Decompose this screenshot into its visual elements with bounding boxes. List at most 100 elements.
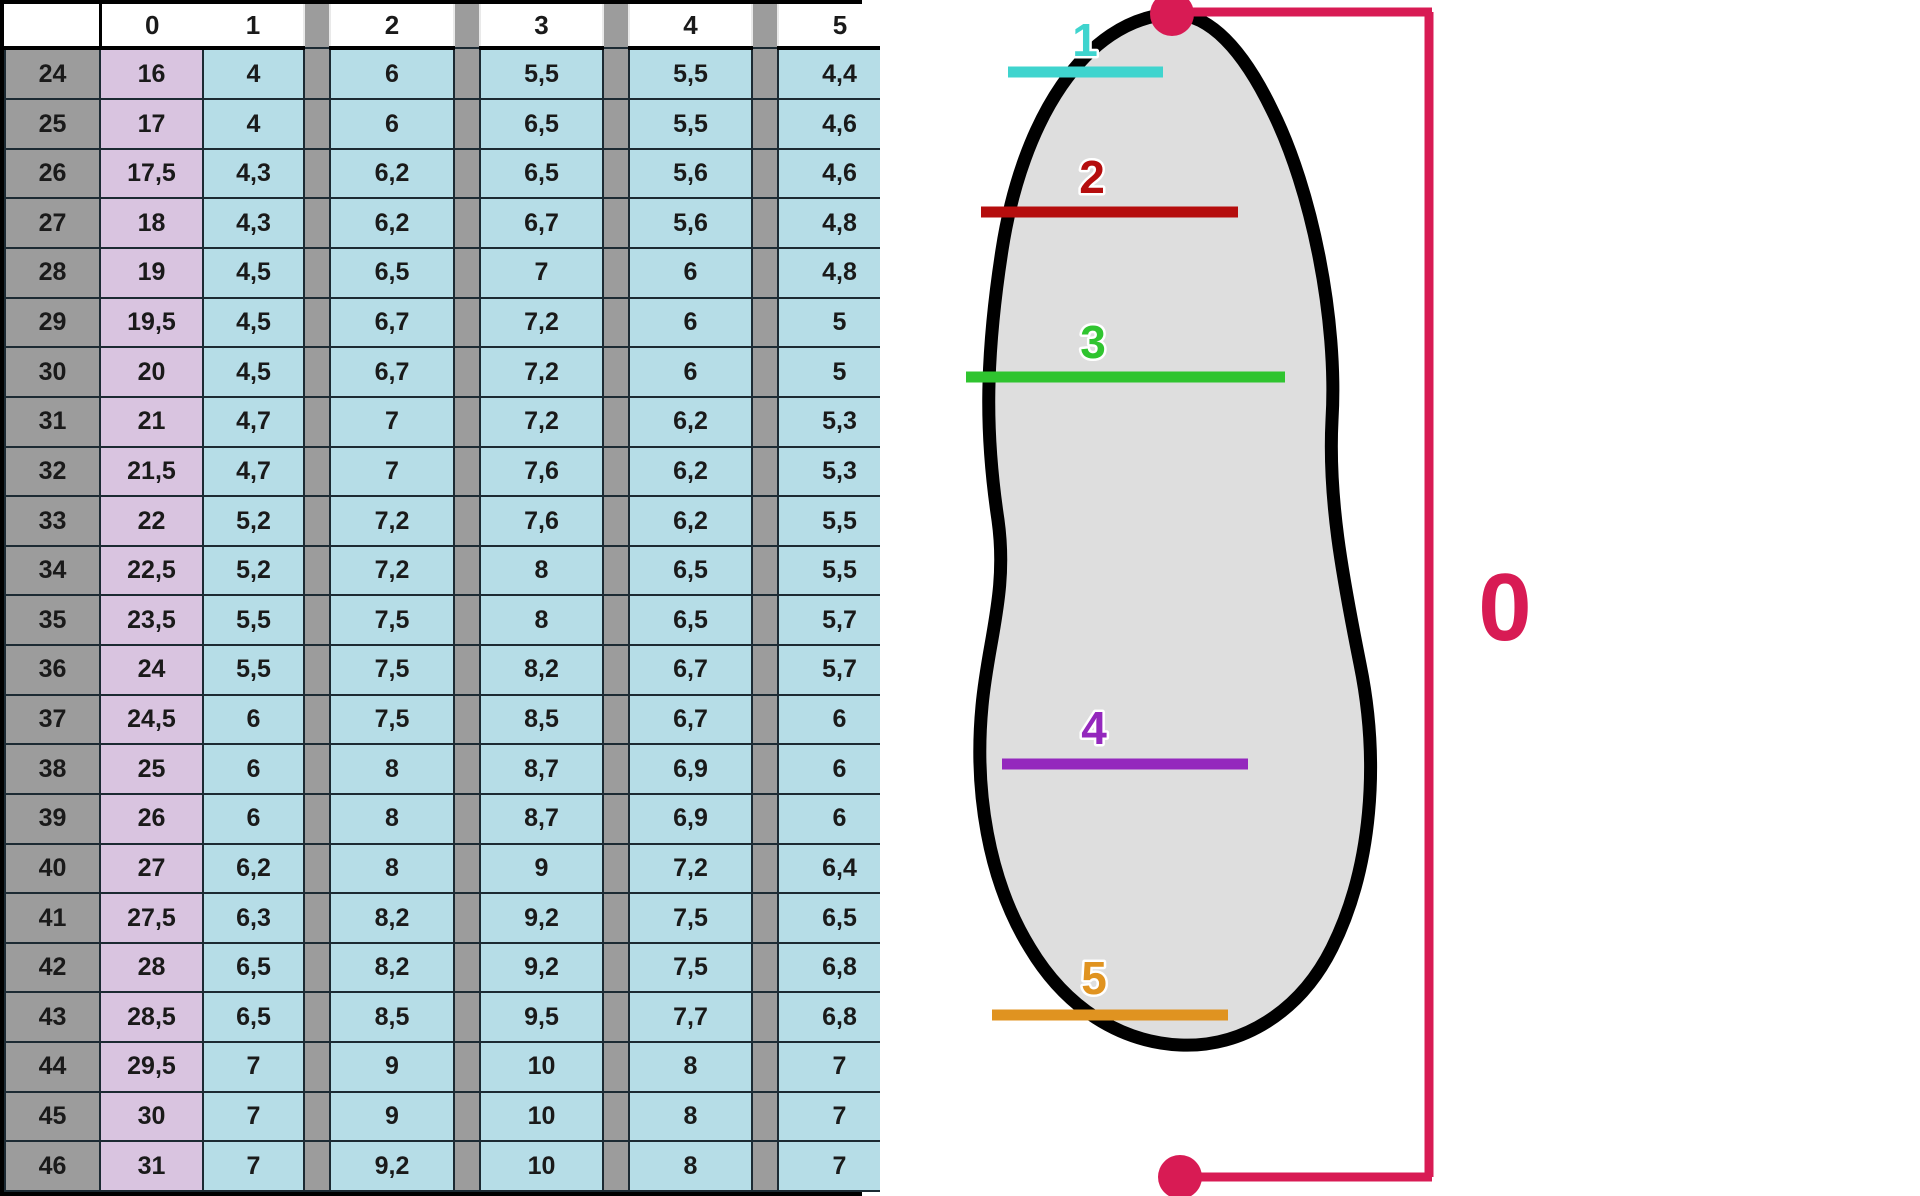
measurement-bracket-0	[1150, 0, 1434, 1196]
column-spacer-3	[602, 644, 630, 696]
column-spacer-2	[453, 46, 481, 101]
cell-col-3: 9,2	[479, 941, 604, 994]
cell-col-0: 24	[99, 644, 204, 696]
row-size-label: 44	[4, 1041, 101, 1093]
table-row: 26 17,5 4,3 6,2 6,5 5,6 4,6	[4, 147, 902, 200]
cell-col-3: 8	[479, 544, 604, 597]
cell-col-3: 7,6	[479, 445, 604, 498]
cell-col-1: 4	[202, 46, 305, 101]
column-spacer-1	[303, 197, 331, 250]
table-row: 30 20 4,5 6,7 7,2 6 5	[4, 346, 902, 398]
table-row: 38 25 6 8 8,7 6,9 6	[4, 743, 902, 795]
cell-col-3: 10	[479, 1090, 604, 1143]
cell-col-1: 4,5	[202, 346, 305, 398]
column-spacer-2	[453, 1090, 481, 1143]
column-spacer-4	[751, 395, 779, 448]
column-spacer-1	[303, 842, 331, 895]
cell-col-3: 10	[479, 1041, 604, 1093]
column-spacer-3	[602, 296, 630, 349]
cell-col-0: 17,5	[99, 147, 204, 200]
column-spacer-1	[303, 544, 331, 597]
table-row: 27 18 4,3 6,2 6,7 5,6 4,8	[4, 197, 902, 250]
column-spacer-1	[303, 1090, 331, 1143]
column-spacer-1	[303, 892, 331, 944]
cell-col-4: 7,7	[628, 991, 753, 1044]
column-spacer-3	[602, 1140, 630, 1192]
cell-col-3: 7,2	[479, 395, 604, 448]
column-spacer-3	[602, 693, 630, 746]
cell-col-5: 4,6	[777, 147, 902, 200]
column-spacer-3	[602, 247, 630, 299]
column-spacer-4	[751, 594, 779, 647]
table-row: 44 29,5 7 9 10 8 7	[4, 1041, 902, 1093]
cell-col-0: 26	[99, 792, 204, 845]
cell-col-4: 6,7	[628, 693, 753, 746]
cell-col-3: 8	[479, 594, 604, 647]
cell-col-2: 9	[329, 1041, 455, 1093]
row-size-label: 34	[4, 544, 101, 597]
cell-col-0: 21	[99, 395, 204, 448]
column-spacer-4	[751, 296, 779, 349]
cell-col-1: 5,5	[202, 594, 305, 647]
cell-col-2: 7,5	[329, 644, 455, 696]
measurement-label-4: 4	[1081, 702, 1107, 754]
cell-col-1: 7	[202, 1041, 305, 1093]
table-row: 36 24 5,5 7,5 8,2 6,7 5,7	[4, 644, 902, 696]
measurement-0-top-dot	[1150, 0, 1194, 36]
column-spacer-1	[303, 296, 331, 349]
cell-col-3: 6,5	[479, 98, 604, 150]
column-spacer-1	[303, 693, 331, 746]
cell-col-0: 25	[99, 743, 204, 795]
cell-col-1: 4,3	[202, 197, 305, 250]
column-spacer-2	[453, 346, 481, 398]
cell-col-1: 5,5	[202, 644, 305, 696]
row-size-label: 36	[4, 644, 101, 696]
cell-col-4: 6,9	[628, 792, 753, 845]
cell-col-2: 6,2	[329, 147, 455, 200]
column-spacer-3	[602, 395, 630, 448]
column-spacer-2	[453, 495, 481, 547]
cell-col-2: 6,7	[329, 296, 455, 349]
cell-col-4: 6,2	[628, 395, 753, 448]
cell-col-0: 16	[99, 46, 204, 101]
cell-col-0: 28,5	[99, 991, 204, 1044]
column-spacer-1	[303, 792, 331, 845]
cell-col-4: 6,5	[628, 544, 753, 597]
cell-col-0: 30	[99, 1090, 204, 1143]
table-row: 41 27,5 6,3 8,2 9,2 7,5 6,5	[4, 892, 902, 944]
cell-col-4: 5,5	[628, 46, 753, 101]
cell-col-0: 27,5	[99, 892, 204, 944]
column-spacer-2	[453, 296, 481, 349]
column-spacer-4	[751, 892, 779, 944]
cell-col-1: 4,7	[202, 445, 305, 498]
column-spacer-4	[751, 792, 779, 845]
column-spacer-3	[602, 991, 630, 1044]
column-spacer-3	[602, 1090, 630, 1143]
cell-col-3: 9	[479, 842, 604, 895]
column-spacer-1	[303, 644, 331, 696]
cell-col-4: 6,9	[628, 743, 753, 795]
cell-col-2: 7,5	[329, 594, 455, 647]
table-header-row: 0 1 2 3 4 5	[5, 4, 901, 50]
column-spacer-1	[303, 247, 331, 299]
cell-col-4: 7,5	[628, 892, 753, 944]
cell-col-1: 4,5	[202, 247, 305, 299]
cell-col-4: 6	[628, 346, 753, 398]
cell-col-2: 7,2	[329, 544, 455, 597]
row-size-label: 24	[4, 46, 101, 101]
column-spacer-4	[751, 98, 779, 150]
cell-col-4: 6,2	[628, 445, 753, 498]
column-spacer-4	[751, 644, 779, 696]
header-cell-1: 1	[203, 4, 304, 50]
sole-diagram-panel: 1 2 3 4 5 0	[880, 0, 1920, 1196]
column-spacer-3	[602, 46, 630, 101]
measurement-label-2: 2	[1079, 151, 1105, 203]
row-size-label: 42	[4, 941, 101, 994]
cell-col-0: 22	[99, 495, 204, 547]
column-spacer-3	[602, 445, 630, 498]
column-spacer-1	[303, 46, 331, 101]
column-spacer-2	[453, 693, 481, 746]
column-spacer-4	[751, 445, 779, 498]
cell-col-3: 8,2	[479, 644, 604, 696]
cell-col-1: 4,3	[202, 147, 305, 200]
